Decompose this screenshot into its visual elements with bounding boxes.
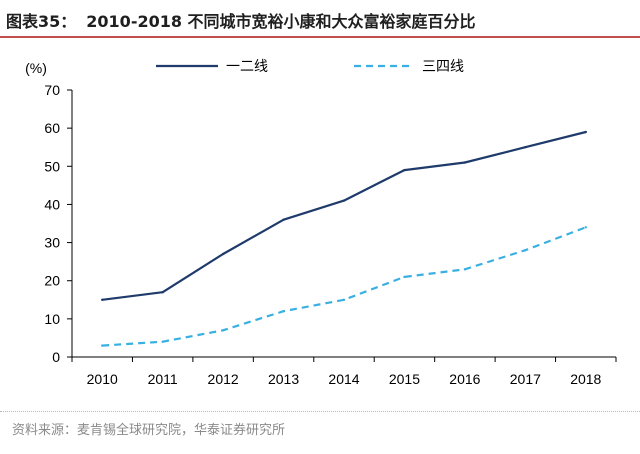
- data-point-series-2: [101, 344, 104, 347]
- data-point-series-1: [524, 146, 527, 149]
- data-point-series-2: [524, 249, 527, 252]
- figure-number: 图表35：: [6, 12, 77, 31]
- x-tick-label: 2012: [208, 371, 239, 387]
- data-point-series-1: [221, 252, 225, 256]
- data-point-series-2: [342, 298, 346, 301]
- y-tick-label: 60: [44, 120, 60, 136]
- data-point-series-2: [221, 329, 225, 332]
- data-point-series-1: [463, 161, 467, 164]
- data-point-series-2: [463, 268, 467, 271]
- y-tick-label: 70: [44, 82, 60, 98]
- source-note: 资料来源：麦肯锡全球研究院，华泰证券研究所: [12, 423, 286, 438]
- x-tick-label: 2017: [510, 371, 541, 387]
- x-tick-label: 2018: [570, 371, 601, 387]
- axes: 0 10 20 30 40 50 60 70 2010 2011 2012 2013 2014 2015 2…: [44, 82, 617, 387]
- figure-title-row: 图表35： 2010-2018 不同城市宽裕小康和大众富裕家庭百分比: [6, 8, 476, 34]
- series-lines: [101, 130, 587, 347]
- data-point-series-1: [101, 298, 104, 301]
- y-tick-label: 0: [52, 349, 60, 365]
- y-axis-unit-label: (%): [25, 60, 47, 76]
- data-point-series-1: [161, 291, 164, 294]
- data-point-series-2: [584, 226, 587, 229]
- figure-title: 2010-2018 不同城市宽裕小康和大众富裕家庭百分比: [86, 12, 476, 31]
- x-tick-label: 2013: [268, 371, 299, 387]
- y-tick-label: 30: [44, 235, 60, 251]
- data-point-series-2: [161, 340, 164, 343]
- x-tick-label: 2011: [148, 371, 178, 387]
- y-tick-label: 10: [44, 311, 60, 327]
- title-rule: [0, 36, 640, 38]
- legend-label-2: 三四线: [422, 58, 464, 74]
- data-point-series-1: [282, 218, 285, 221]
- data-point-series-2: [282, 310, 285, 313]
- x-tick-label: 2010: [87, 371, 118, 387]
- x-tick-label: 2014: [328, 371, 359, 387]
- x-tick-label: 2016: [449, 371, 480, 387]
- y-tick-label: 40: [44, 196, 60, 212]
- y-tick-label: 20: [44, 273, 60, 289]
- data-point-series-1: [584, 130, 587, 134]
- x-tick-label: 2015: [389, 371, 420, 387]
- data-point-series-1: [403, 168, 406, 172]
- series-line-1: [102, 130, 587, 301]
- data-point-series-1: [342, 199, 346, 202]
- legend: 一二线 三四线: [156, 58, 464, 74]
- series-line-2: [102, 226, 587, 347]
- y-tick-label: 50: [44, 158, 60, 174]
- source-rule: [0, 411, 640, 412]
- data-point-series-2: [403, 275, 406, 279]
- legend-label-1: 一二线: [226, 58, 268, 74]
